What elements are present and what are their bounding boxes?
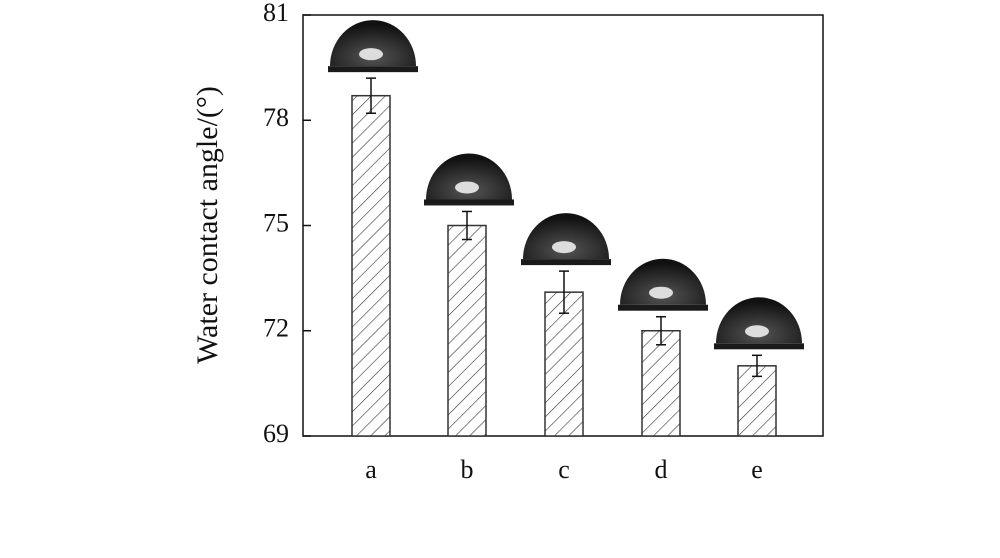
x-tick-label: c [558,455,570,484]
droplet-base [424,199,514,206]
x-tick-label: a [365,455,377,484]
x-tick-label: d [655,455,668,484]
droplet-highlight [455,181,479,194]
y-axis-label: Water contact angle/(°) [191,86,224,364]
droplet-base [618,304,708,311]
droplet-highlight [649,286,673,299]
droplet-highlight [359,48,383,61]
x-tick-label: b [461,455,474,484]
bar [544,291,584,437]
bar [641,330,681,437]
droplet [523,213,609,260]
droplet [426,153,512,200]
y-tick-label: 72 [263,314,289,343]
y-tick-label: 69 [263,419,289,448]
droplet-highlight [552,241,576,254]
bar [737,365,777,437]
bar [351,94,391,437]
droplet-base [521,259,611,266]
droplet [716,297,802,344]
droplet-base [328,66,418,73]
droplet-highlight [745,325,769,338]
droplet [330,20,416,67]
bar [447,224,487,437]
droplet [620,258,706,305]
error-bar [462,210,472,241]
y-tick-label: 75 [263,208,289,237]
error-bar [656,315,666,346]
error-bar [366,77,376,114]
error-bar [559,270,569,314]
y-tick-label: 78 [263,103,289,132]
droplet-base [714,343,804,350]
x-tick-label: e [751,455,763,484]
error-bar [752,354,762,378]
y-tick-label: 81 [263,0,289,27]
